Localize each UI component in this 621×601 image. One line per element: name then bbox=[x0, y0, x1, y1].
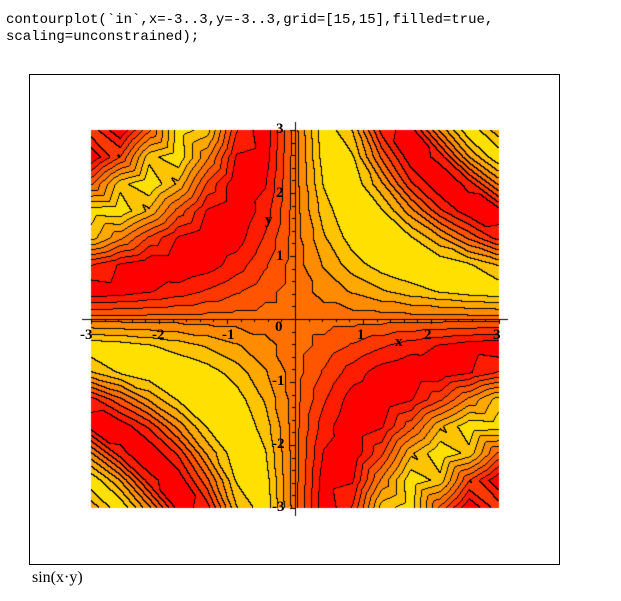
command-line-1: contourplot(`in`,x=-3..3,y=-3..3,grid=[1… bbox=[6, 12, 494, 28]
plot-frame[interactable] bbox=[29, 74, 560, 565]
x-tick-label: 3 bbox=[493, 327, 501, 343]
y-axis-label: y bbox=[265, 212, 273, 228]
x-tick-label: 1 bbox=[357, 327, 365, 343]
command-line-2: scaling=unconstrained); bbox=[6, 29, 200, 45]
x-tick-label: 2 bbox=[424, 327, 432, 343]
x-axis-label: x bbox=[395, 334, 403, 350]
x-tick-label: -1 bbox=[222, 327, 235, 343]
contour-plot bbox=[75, 115, 520, 525]
y-tick-label: 2 bbox=[276, 185, 284, 201]
y-tick-label: 3 bbox=[276, 121, 284, 137]
maple-command-input[interactable]: contourplot(`in`,x=-3..3,y=-3..3,grid=[1… bbox=[6, 12, 493, 46]
y-tick-label: 1 bbox=[276, 248, 284, 264]
y-tick-label: -3 bbox=[272, 499, 285, 515]
y-tick-label: -1 bbox=[272, 373, 285, 389]
x-tick-label: -3 bbox=[80, 327, 93, 343]
y-tick-label: -2 bbox=[272, 436, 285, 452]
x-tick-label: -2 bbox=[152, 327, 165, 343]
x-tick-label: 0 bbox=[275, 319, 283, 335]
plot-caption: sin(x·y) bbox=[32, 569, 83, 586]
